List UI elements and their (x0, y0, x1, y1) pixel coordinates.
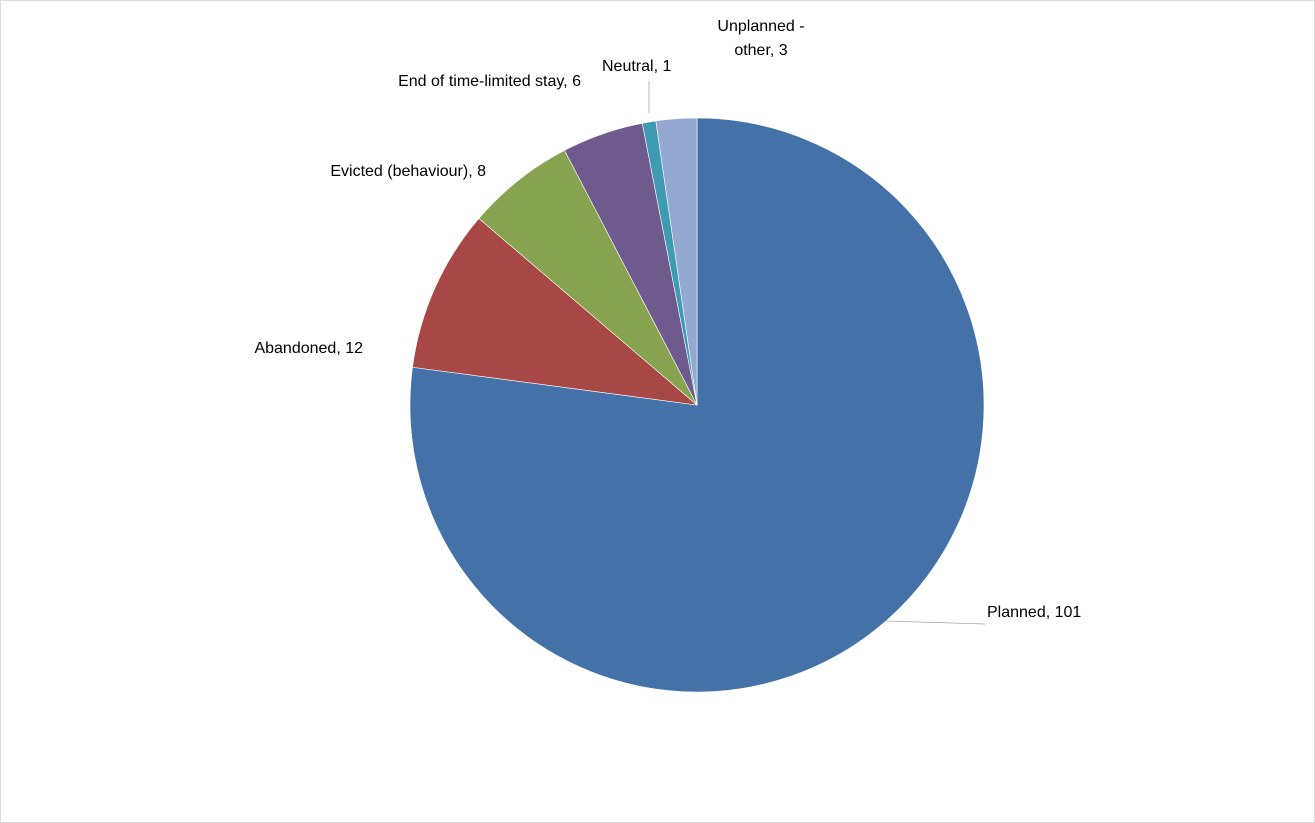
data-label-end-of-time-limited-stay: End of time-limited stay, 6 (398, 73, 581, 90)
data-label-abandoned: Abandoned, 12 (254, 340, 363, 357)
data-label-evicted-behaviour: Evicted (behaviour), 8 (330, 163, 486, 180)
data-label-planned: Planned, 101 (987, 604, 1081, 621)
slices-layer (409, 117, 985, 693)
data-labels-layer: Planned, 101 Abandoned, 12 Evicted (behavi… (254, 18, 1081, 621)
pie-slice-abandoned (412, 218, 698, 406)
pie-slice-unplanned-other (655, 117, 698, 406)
leader-line-planned (884, 620, 986, 625)
data-label-line: Unplanned - (717, 18, 804, 35)
data-label-unplanned-other: Unplanned - other, 3 (717, 18, 804, 59)
data-label-line: other, 3 (734, 42, 787, 59)
data-label-neutral: Neutral, 1 (602, 58, 671, 75)
leader-lines-layer (648, 81, 986, 625)
